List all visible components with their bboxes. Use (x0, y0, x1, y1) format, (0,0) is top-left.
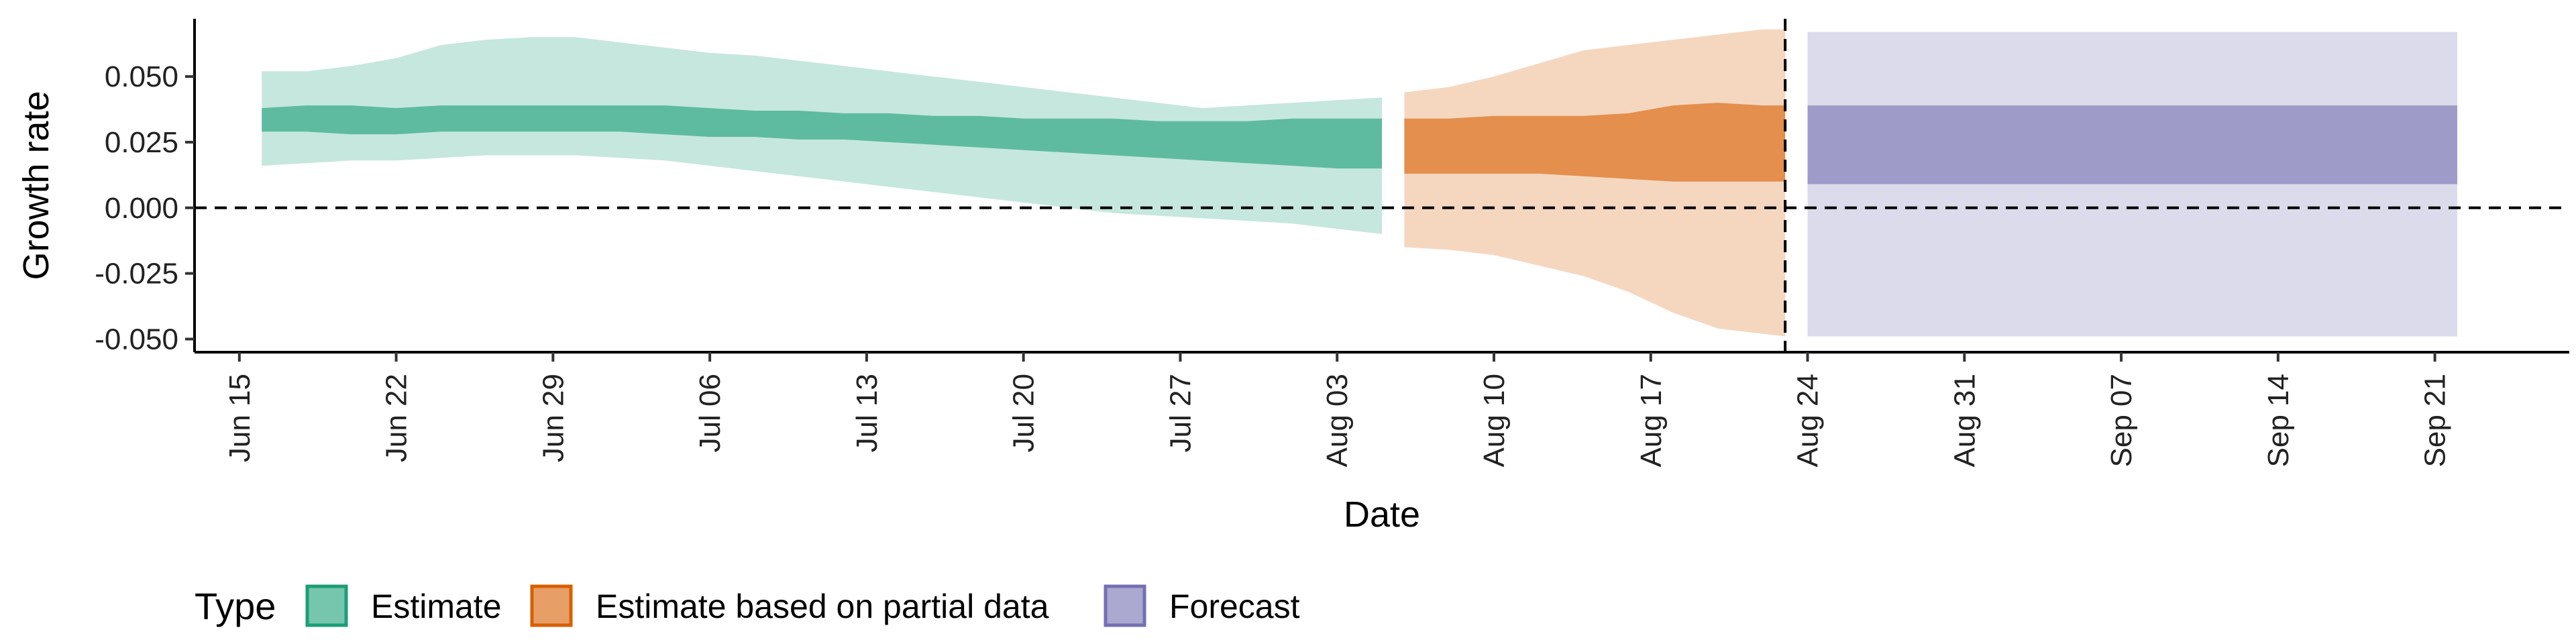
x-tick-label: Jun 15 (223, 374, 256, 462)
x-axis-title: Date (1344, 494, 1420, 535)
legend-label: Estimate (371, 588, 502, 625)
y-tick-label: -0.050 (95, 323, 178, 356)
x-tick-label: Aug 10 (1478, 374, 1511, 467)
legend-item-estimate-based-on-partial-data: Estimate based on partial data (530, 584, 1049, 627)
y-tick-label: -0.025 (95, 258, 178, 290)
legend-swatch (530, 584, 573, 627)
legend-swatch (1104, 584, 1146, 627)
band-inner-estimate-based-on-partial-data (1404, 103, 1786, 182)
x-tick-label: Jul 06 (694, 374, 727, 452)
legend-item-forecast: Forecast (1104, 584, 1300, 627)
y-tick-label: 0.000 (105, 192, 178, 225)
reference-lines (195, 19, 2569, 352)
band-inner-forecast (1807, 105, 2457, 184)
x-tick-label: Jun 29 (537, 374, 570, 462)
band-inner-estimate (262, 105, 1383, 169)
axes-layer (193, 19, 2569, 354)
x-tick-label: Sep 14 (2262, 374, 2295, 467)
x-tick-label: Aug 31 (1948, 374, 1981, 467)
x-tick-label: Aug 03 (1321, 374, 1354, 467)
x-tick-label: Sep 21 (2419, 374, 2452, 467)
x-tick-label: Jun 22 (380, 374, 413, 462)
x-tick-label: Sep 07 (2105, 374, 2138, 467)
legend: Type Estimate Estimate based on partial da… (195, 584, 1300, 627)
legend-swatch (305, 584, 348, 627)
x-tick-label: Aug 17 (1635, 374, 1668, 467)
y-tick-label: 0.050 (105, 60, 178, 93)
x-tick-label: Aug 24 (1792, 374, 1825, 467)
legend-label: Estimate based on partial data (596, 588, 1049, 625)
band-outer-forecast (1807, 32, 2457, 337)
x-tick-label: Jul 20 (1008, 374, 1040, 452)
band-outer-estimate-based-on-partial-data (1404, 29, 1786, 337)
legend-item-estimate: Estimate (305, 584, 502, 627)
ribbon-layer (262, 29, 2457, 337)
legend-title: Type (195, 585, 276, 627)
x-tick-label: Jul 27 (1164, 374, 1197, 452)
y-tick-label: 0.025 (105, 126, 178, 159)
legend-label: Forecast (1169, 588, 1300, 625)
tick-layer: -0.050 -0.025 0.000 0.025 0.050 Jun 15 Jun 22 J… (95, 60, 2451, 467)
y-axis-title: Growth rate (16, 91, 56, 280)
x-tick-label: Jul 13 (851, 374, 883, 452)
